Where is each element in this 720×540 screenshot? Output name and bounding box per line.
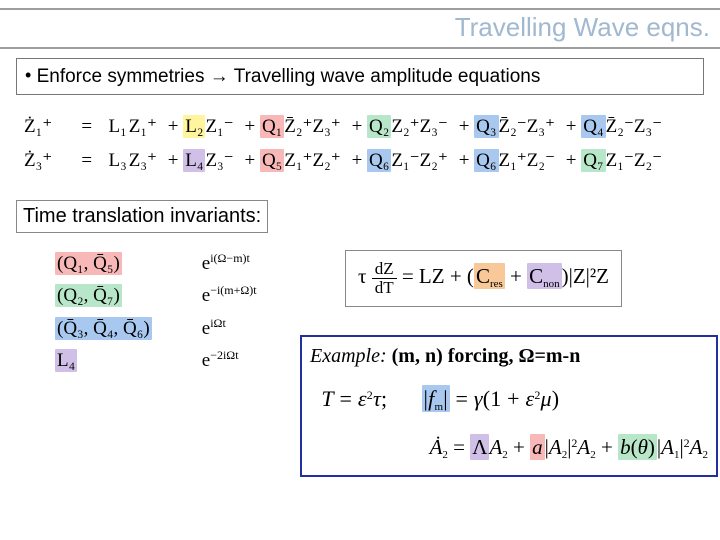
main-eqn-pre: τ xyxy=(358,264,366,288)
eqn2-t1: L₃Z₃⁺ xyxy=(104,146,161,175)
example-row-2: Ȧ2 = ΛA2 + a|A2|2A2 + b(θ)|A1|2A2 xyxy=(310,435,712,461)
amplitude-equations: Ż₁⁺ = L₁Z₁⁺ + L₂Z₁⁻ + Q₁Z̄₂⁺Z₃⁺ + Q₂Z₂⁺Z… xyxy=(24,112,714,180)
eqn1-t6: + Q₄Z̄₂⁻Z₃⁻ xyxy=(563,112,665,141)
eqn1-t1: L₁Z₁⁺ xyxy=(104,112,161,141)
eqn2-t5: + Q₆Z₁⁺Z₂⁻ xyxy=(456,146,558,175)
lambda-term: Λ xyxy=(470,434,489,460)
bullet-statement: • Enforce symmetries → Travelling wave a… xyxy=(16,58,704,95)
eqn2-eq: = xyxy=(75,146,99,175)
example-row-1: T = ε2τ; |fm| = γ(1 + ε2μ) xyxy=(310,386,712,413)
invariants-list: (Q₁, Q̄₅) ei(Ω−m)t (Q₂, Q̄₇) e−i(m+Ω)t (… xyxy=(55,248,257,377)
page-title: Travelling Wave eqns. xyxy=(455,12,710,42)
example-title: Example: (m, n) forcing, Ω=m-n xyxy=(310,345,712,368)
eqn1-lhs: Ż₁⁺ xyxy=(24,112,70,141)
eqn2-t4: + Q₆Z₁⁻Z₂⁺ xyxy=(349,146,451,175)
cres-term: Cres xyxy=(474,263,505,289)
main-eqn-eq: = LZ + ( xyxy=(402,264,474,288)
eqn1-eq: = xyxy=(75,112,99,141)
invariants-heading: Time translation invariants: xyxy=(16,200,268,233)
eqn2-lhs: Ż₃⁺ xyxy=(24,146,70,175)
example-title-ital: Example: xyxy=(310,345,387,367)
eqn2-t6: + Q₇Z₁⁻Z₂⁻ xyxy=(563,146,665,175)
invariant-row-2: (Q₂, Q̄₇) e−i(m+Ω)t xyxy=(55,280,257,312)
a-coef: a xyxy=(530,434,545,460)
eqn1-t5: + Q₃Z̄₂⁻Z₃⁺ xyxy=(456,112,558,141)
eqn1-t2: + L₂Z₁⁻ xyxy=(165,112,237,141)
fm-term: |fm| xyxy=(422,385,450,412)
evolution-equation: τ dZ dT = LZ + (Cres + Cnon)|Z|²Z xyxy=(345,250,622,307)
invariant-row-3: (Q̄₃, Q̄₄, Q̄₆) eiΩt xyxy=(55,313,257,345)
cnon-term: Cnon xyxy=(527,263,562,289)
main-eqn-tail: )|Z|²Z xyxy=(562,264,609,288)
main-eqn-plus: + xyxy=(505,264,527,288)
arrow-icon: → xyxy=(210,66,229,87)
example-box: Example: (m, n) forcing, Ω=m-n T = ε2τ; … xyxy=(300,335,718,477)
fraction-icon: dZ dT xyxy=(372,260,397,297)
eqn2-t3: + Q₅Z₁⁺Z₂⁺ xyxy=(241,146,343,175)
example-title-bold: (m, n) forcing, Ω=m-n xyxy=(387,345,581,367)
bullet-tail: Travelling wave amplitude equations xyxy=(234,66,541,87)
title-bar: Travelling Wave eqns. xyxy=(0,8,720,49)
eqn1-t3: + Q₁Z̄₂⁺Z₃⁺ xyxy=(241,112,343,141)
bullet-lead: Enforce symmetries xyxy=(37,66,205,87)
invariant-row-4: L₄ e−2iΩt xyxy=(55,345,257,377)
bullet-dot: • xyxy=(25,65,31,85)
equation-z1: Ż₁⁺ = L₁Z₁⁺ + L₂Z₁⁻ + Q₁Z̄₂⁺Z₃⁺ + Q₂Z₂⁺Z… xyxy=(24,112,714,146)
eqn2-t2: + L₄Z₃⁻ xyxy=(165,146,237,175)
invariant-row-1: (Q₁, Q̄₅) ei(Ω−m)t xyxy=(55,248,257,280)
btheta-term: b(θ) xyxy=(618,434,657,460)
eqn1-t4: + Q₂Z₂⁺Z₃⁻ xyxy=(349,112,451,141)
equation-z3: Ż₃⁺ = L₃Z₃⁺ + L₄Z₃⁻ + Q₅Z₁⁺Z₂⁺ + Q₆Z₁⁻Z₂… xyxy=(24,146,714,180)
